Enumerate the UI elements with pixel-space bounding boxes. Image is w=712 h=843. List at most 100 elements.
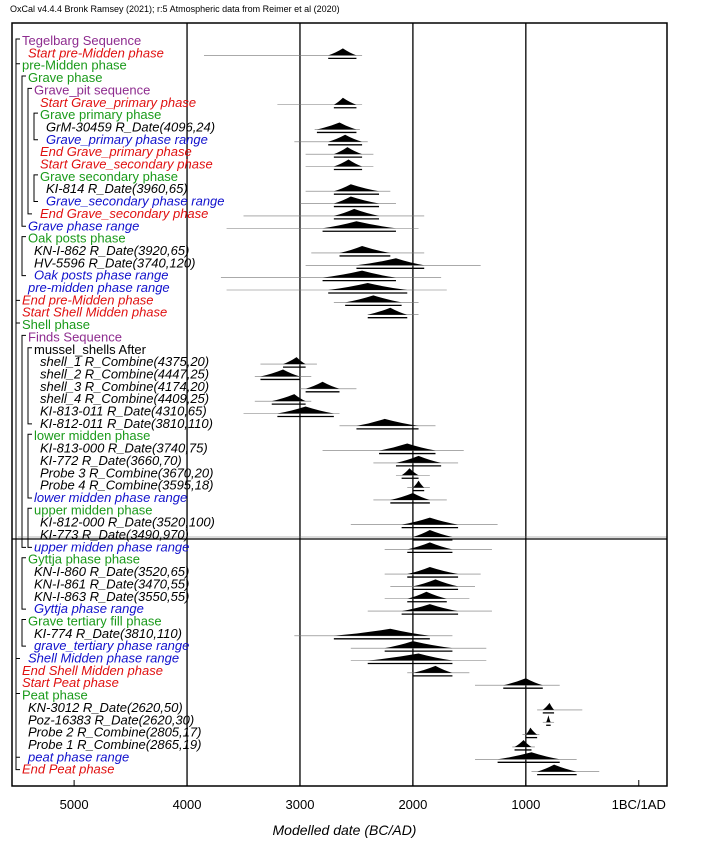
row-label: pre-Midden phase: [22, 58, 127, 73]
posterior-distribution: [305, 381, 340, 389]
posterior-distribution: [356, 258, 425, 266]
mark-layer: [17, 48, 667, 776]
grouping-bracket: [27, 507, 32, 548]
x-tick-label: 2000: [398, 797, 427, 812]
posterior-distribution: [407, 567, 459, 575]
posterior-distribution: [271, 394, 306, 402]
x-tick-label: 4000: [173, 797, 202, 812]
row-label: grave_tertiary phase range: [34, 638, 189, 653]
posterior-distribution: [401, 517, 459, 525]
grouping-bracket: [15, 38, 20, 771]
row-label: End Grave_primary phase: [40, 144, 192, 159]
row-label: KI-813-000 R_Date(3740,75): [40, 441, 208, 456]
row-label: Start Peat phase: [22, 675, 119, 690]
posterior-distribution: [395, 455, 442, 463]
x-tick-label: 1000: [511, 797, 540, 812]
x-tick-label: 5000: [60, 797, 89, 812]
row-label: KI-812-000 R_Date(3520,100): [40, 515, 215, 530]
posterior-distribution: [283, 357, 306, 365]
posterior-distribution: [401, 604, 459, 612]
axis-layer: 5000 4000 3000 2000 1000 1BC/1AD: [60, 780, 666, 812]
row-label: End Peat phase: [22, 762, 115, 777]
posterior-distribution: [546, 715, 551, 723]
posterior-distribution: [412, 579, 459, 587]
row-label: KI-814 R_Date(3960,65): [46, 181, 188, 196]
row-label: Gyttja phase phase: [28, 552, 140, 567]
grouping-bracket: [21, 75, 26, 227]
posterior-distribution: [379, 443, 436, 451]
row-label: mussel_shells After: [34, 342, 147, 357]
grouping-bracket: [21, 236, 26, 277]
row-label: Start Grave_secondary phase: [40, 157, 213, 172]
posterior-distribution: [333, 208, 380, 216]
grouping-bracket: [15, 693, 20, 758]
row-label: Grave phase range: [28, 218, 139, 233]
x-tick-label: 1BC/1AD: [612, 797, 666, 812]
grouping-bracket: [27, 347, 32, 425]
posterior-distribution: [525, 727, 538, 735]
grouping-bracket: [21, 618, 26, 647]
posterior-distribution: [328, 134, 363, 142]
row-label: KN-I-863 R_Date(3550,55): [34, 589, 189, 604]
row-label: KN-3012 R_Date(2620,50): [28, 700, 183, 715]
row-label: Grave_primary phase range: [46, 132, 208, 147]
grouping-bracket: [27, 87, 32, 215]
posterior-distribution: [356, 418, 419, 426]
row-label: Peat phase: [22, 688, 88, 703]
row-label: upper midden phase range: [34, 539, 189, 554]
posterior-distribution: [390, 492, 430, 500]
row-label: Gyttja phase range: [34, 601, 144, 616]
posterior-distribution: [384, 641, 453, 649]
row-label: HV-5596 R_Date(3740,120): [34, 255, 195, 270]
posterior-distribution: [503, 678, 543, 686]
posterior-distribution: [401, 468, 419, 476]
row-label: KI-774 R_Date(3810,110): [34, 626, 182, 641]
posterior-distribution: [497, 752, 560, 760]
posterior-distribution: [412, 530, 453, 537]
posterior-distribution: [328, 283, 408, 290]
posterior-distribution: [537, 764, 577, 772]
row-label: GrM-30459 R_Date(4096,24): [46, 119, 215, 134]
row-label: shell_3 R_Combine(4174,20): [40, 379, 209, 394]
posterior-distribution: [407, 542, 453, 550]
row-label: Probe 2 R_Combine(2805,17): [28, 725, 201, 740]
row-label: Probe 4 R_Combine(3595,18): [40, 478, 213, 493]
row-label: Oak posts phase: [28, 231, 126, 246]
row-label: shell_2 R_Combine(4447,25): [40, 366, 209, 381]
row-label: pre-midden phase range: [27, 280, 170, 295]
row-label: KI-772 R_Date(3660,70): [40, 453, 182, 468]
grouping-bracket: [33, 174, 38, 203]
row-label: shell_4 R_Combine(4409,25): [40, 391, 209, 406]
grouping-bracket: [33, 112, 38, 141]
x-tick-label: 3000: [286, 797, 315, 812]
grouping-bracket: [21, 334, 26, 548]
posterior-distribution: [322, 270, 396, 278]
bracket-layer: [15, 38, 38, 771]
row-label: Start Grave_primary phase: [40, 95, 196, 110]
row-label: End Grave_secondary phase: [40, 206, 208, 221]
row-label: Tegelbarg Sequence: [22, 33, 141, 48]
posterior-distribution: [367, 307, 408, 315]
posterior-distribution: [333, 159, 363, 167]
row-label: KI-813-011 R_Date(4310,65): [40, 404, 207, 419]
row-label: KI-773 R_Date(3490,970): [40, 527, 189, 542]
row-label: Grave_pit sequence: [34, 82, 150, 97]
row-label: Grave secondary phase: [40, 169, 178, 184]
row-label: Start pre-Midden phase: [28, 45, 164, 60]
row-label: Poz-16383 R_Date(2620,30): [28, 712, 194, 727]
posterior-distribution: [333, 184, 380, 192]
x-axis-label: Modelled date (BC/AD): [273, 822, 417, 838]
chart-caption: OxCal v4.4.4 Bronk Ramsey (2021); r:5 At…: [10, 4, 340, 14]
row-label: KN-I-861 R_Date(3470,55): [34, 576, 189, 591]
grouping-bracket: [21, 557, 26, 610]
posterior-distribution: [333, 97, 357, 105]
posterior-distribution: [328, 48, 357, 56]
posterior-distribution: [367, 653, 453, 661]
plot-frame: [11, 22, 668, 787]
posterior-distribution: [333, 147, 363, 155]
grouping-bracket: [15, 63, 20, 301]
posterior-distribution: [333, 196, 380, 204]
row-label: peat phase range: [27, 749, 129, 764]
